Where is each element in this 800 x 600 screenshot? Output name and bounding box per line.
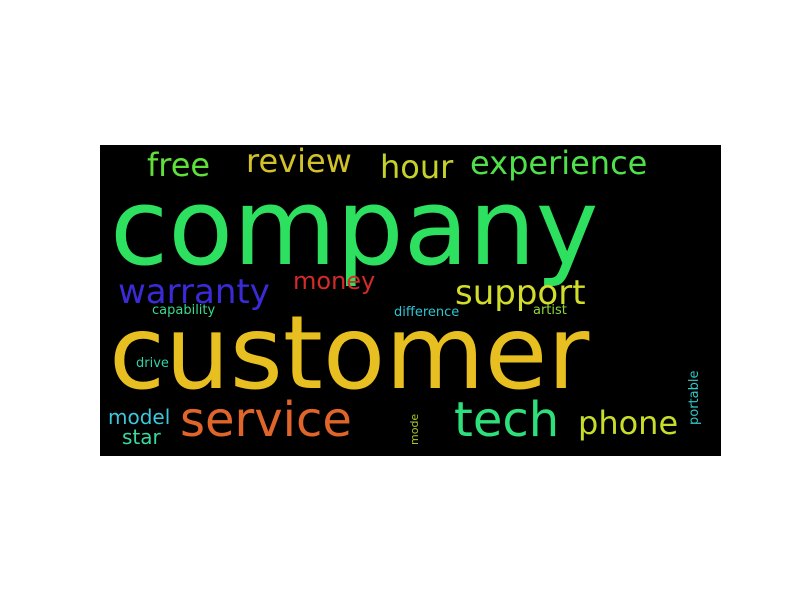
word-mode: mode <box>408 413 421 445</box>
word-support: support <box>455 273 586 313</box>
word-capability: capability <box>152 303 216 318</box>
word-hour: hour <box>380 148 454 186</box>
word-warranty: warranty <box>118 272 270 312</box>
word-cloud: company customer service tech free revie… <box>100 145 721 456</box>
word-tech: tech <box>454 392 560 448</box>
word-customer: customer <box>109 294 590 413</box>
word-artist: artist <box>533 303 567 318</box>
word-difference: difference <box>394 305 460 320</box>
word-star: star <box>122 425 161 449</box>
word-review: review <box>246 145 352 180</box>
word-drive: drive <box>136 356 169 371</box>
word-free: free <box>147 146 211 184</box>
word-company: company <box>110 166 599 289</box>
word-model: model <box>108 405 171 429</box>
word-portable: portable <box>687 370 702 425</box>
word-experience: experience <box>470 145 648 182</box>
word-service: service <box>180 392 352 448</box>
word-phone: phone <box>578 404 679 442</box>
word-money: money <box>293 267 376 295</box>
